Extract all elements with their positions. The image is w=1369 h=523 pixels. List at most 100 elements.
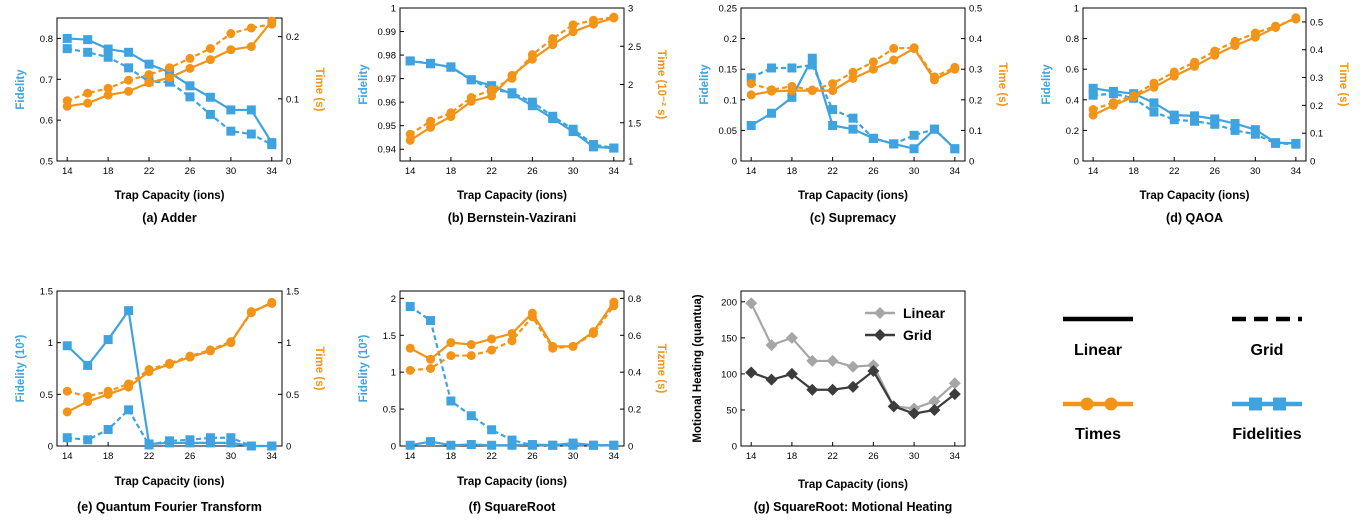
fidelity-marker	[466, 440, 476, 450]
fidelity-marker	[548, 440, 558, 450]
y-left-tick-label: 0.15	[719, 65, 738, 76]
chart-panel-6: 14 18 22 26 30 34 0 0.5 1 1.5 2 0 0.2 0.4 0.6 0.8 Trap C…	[358, 290, 667, 514]
time-marker	[548, 34, 558, 44]
fidelity-marker	[1108, 89, 1118, 99]
heating-marker	[785, 367, 798, 380]
time-marker	[1250, 28, 1260, 38]
series-line	[67, 408, 272, 448]
legend-fidelities-label: Fidelities	[1232, 426, 1301, 443]
time-marker	[426, 354, 436, 364]
legend-grid-label: Grid	[1251, 342, 1284, 359]
fidelity-marker	[246, 129, 256, 139]
time-marker	[124, 86, 134, 96]
fidelity-marker	[868, 133, 878, 143]
fidelity-marker	[507, 440, 517, 450]
fidelity-marker	[124, 63, 134, 73]
fidelity-marker	[144, 59, 154, 69]
y-right-tick-label: 2	[628, 80, 633, 91]
x-tick-label: 22	[486, 451, 497, 462]
time-marker	[1230, 36, 1240, 46]
y-left-tick-label: 0.6	[40, 116, 53, 127]
chart-caption: (f) SquareRoot	[469, 500, 557, 514]
y-right-axis-title: Time (s)	[1337, 63, 1349, 107]
y-right-tick-label: 0.2	[1310, 101, 1323, 112]
time-marker	[446, 351, 456, 361]
fidelity-marker	[1088, 83, 1098, 93]
fidelity-marker	[426, 316, 436, 326]
time-marker	[507, 73, 517, 83]
time-marker	[568, 20, 578, 30]
time-marker	[950, 62, 960, 72]
x-tick-label: 34	[266, 166, 277, 177]
fidelity-marker	[1291, 139, 1301, 149]
x-tick-label: 34	[266, 451, 277, 462]
fidelity-marker	[83, 35, 93, 45]
fidelity-marker	[446, 440, 456, 450]
time-marker	[226, 45, 236, 55]
y-left-tick-label: 0	[732, 157, 737, 168]
fidelity-marker	[226, 433, 236, 443]
time-marker	[487, 345, 497, 355]
x-tick-label: 14	[405, 451, 416, 462]
time-marker	[124, 75, 134, 85]
heating-marker	[765, 373, 778, 386]
plot-frame	[740, 290, 966, 447]
fidelity-marker	[1088, 90, 1098, 100]
x-tick-label: 18	[103, 166, 114, 177]
heating-marker	[928, 403, 941, 416]
fidelity-marker	[62, 44, 72, 54]
heating-marker	[948, 388, 961, 401]
time-marker	[405, 343, 415, 353]
fidelity-marker	[507, 88, 517, 98]
time-marker	[1129, 91, 1139, 101]
fidelity-marker	[124, 405, 134, 415]
fidelity-marker	[787, 92, 797, 102]
y-right-tick-label: 0	[286, 157, 291, 168]
y-right-axis-title: Time (10⁻² s)	[655, 50, 667, 120]
time-marker	[868, 64, 878, 74]
y-right-tick-label: 0.4	[628, 368, 641, 379]
heating-marker	[928, 395, 941, 408]
fidelity-marker	[1271, 138, 1281, 148]
y-left-tick-label: 100	[721, 369, 737, 380]
chart-caption: (g) SquareRoot: Motional Heating	[754, 500, 953, 514]
heating-marker	[806, 354, 819, 367]
x-tick-label: 26	[868, 451, 879, 462]
time-marker	[1108, 98, 1118, 108]
time-marker	[588, 15, 598, 25]
chart-panel-7: 14 18 22 26 30 34 0 50 100 150 200 Trap Capacity (i…	[692, 290, 966, 514]
time-marker	[246, 308, 256, 318]
time-marker	[226, 29, 236, 39]
fidelity-marker	[889, 139, 899, 149]
x-tick-label: 26	[868, 166, 879, 177]
fidelity-marker	[1230, 125, 1240, 135]
heating-marker	[826, 354, 839, 367]
fidelity-marker	[103, 424, 113, 434]
chart-panel-1: 14 18 22 26 30 34 0.5 0.6 0.7 0.8 0 0.1 0.2 Trap Capa…	[15, 16, 325, 225]
time-marker	[205, 345, 215, 355]
fidelity-marker	[405, 440, 415, 450]
time-marker	[466, 340, 476, 350]
x-tick-label: 34	[950, 166, 961, 177]
x-tick-label: 18	[446, 166, 457, 177]
y-right-axis-title: Time (s)	[313, 347, 325, 391]
fidelity-marker	[405, 56, 415, 66]
time-marker	[929, 72, 939, 82]
time-marker	[267, 19, 277, 29]
fidelity-marker	[62, 341, 72, 351]
fidelity-marker	[609, 143, 619, 153]
time-marker	[507, 336, 517, 346]
fidelity-marker	[609, 440, 619, 450]
y-right-tick-label: 0.5	[969, 4, 982, 15]
heating-marker	[745, 297, 758, 310]
y-left-tick-label: 0.05	[719, 126, 738, 137]
y-right-tick-label: 3	[628, 4, 633, 15]
fidelity-marker	[426, 58, 436, 68]
y-right-tick-label: 0.1	[286, 94, 299, 105]
y-left-tick-label: 0.94	[378, 145, 397, 156]
time-marker	[588, 328, 598, 338]
time-marker	[103, 386, 113, 396]
fidelity-marker	[487, 440, 497, 450]
y-left-tick-label: 0.8	[40, 34, 53, 45]
